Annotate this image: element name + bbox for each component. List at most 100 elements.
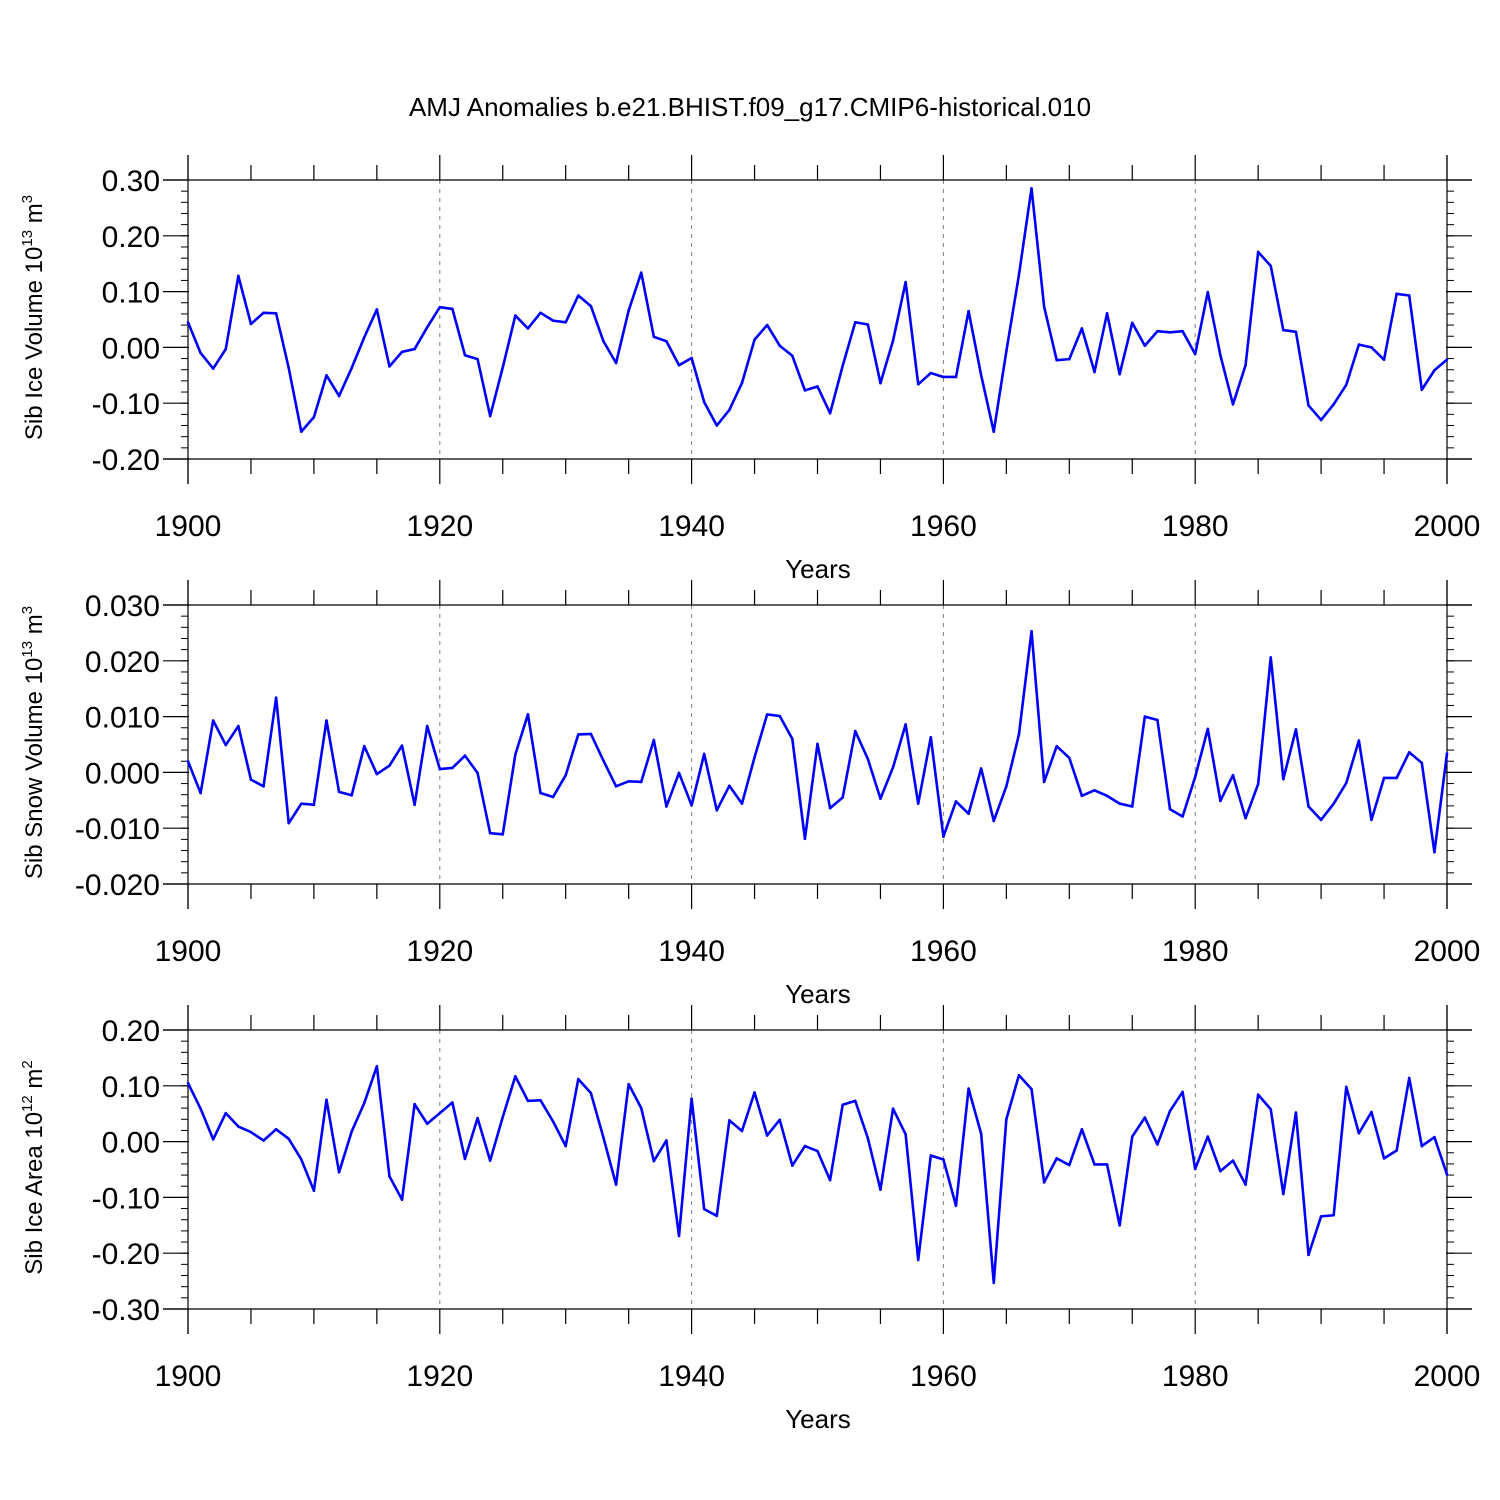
data-point <box>488 414 492 418</box>
data-point <box>1017 273 1021 277</box>
data-point <box>1319 818 1323 822</box>
data-point <box>1143 1116 1147 1119</box>
data-point <box>224 347 228 351</box>
x-tick-label: 2000 <box>1414 935 1481 968</box>
data-point <box>740 381 744 385</box>
data-point <box>1168 331 1172 334</box>
data-point <box>551 795 555 799</box>
data-point <box>1357 343 1361 346</box>
data-point <box>388 764 391 768</box>
data-point <box>362 1101 366 1105</box>
data-point <box>1395 1149 1398 1152</box>
data-point <box>728 1119 731 1122</box>
data-point <box>438 305 442 309</box>
data-point <box>1382 1157 1386 1160</box>
data-point <box>954 1204 958 1208</box>
data-point <box>841 796 844 799</box>
data-point <box>791 737 794 741</box>
y-tick-label: -0.20 <box>92 444 160 477</box>
data-point <box>287 1137 291 1141</box>
data-point <box>904 1133 907 1136</box>
data-point <box>1118 372 1121 376</box>
data-point <box>1370 818 1373 822</box>
data-point <box>791 354 794 358</box>
data-point <box>1433 1135 1436 1139</box>
data-point <box>564 320 567 324</box>
data-point <box>300 430 303 433</box>
data-point <box>1193 1167 1197 1171</box>
data-point <box>224 1111 228 1115</box>
data-point <box>1269 1107 1273 1111</box>
data-point <box>891 339 895 343</box>
data-point <box>564 773 567 777</box>
data-point <box>753 1091 756 1094</box>
data-point <box>1269 264 1273 268</box>
y-tick-label: -0.020 <box>75 869 160 902</box>
panel-3: -0.30 -0.20 -0.10 0.00 0.10 0.20 1900 1920 1940 1… <box>19 1005 1480 1434</box>
data-point <box>514 753 517 756</box>
data-point <box>501 833 505 836</box>
data-point <box>262 785 265 788</box>
data-point <box>1357 739 1361 742</box>
data-point <box>1382 358 1386 361</box>
y-tick-label: 0.010 <box>85 702 160 735</box>
data-point <box>1269 656 1273 659</box>
data-point <box>1080 327 1084 330</box>
data-point <box>765 713 769 716</box>
y-tick-label: -0.20 <box>92 1238 160 1271</box>
data-point <box>1156 329 1159 333</box>
y-tick-label: 0.020 <box>85 646 160 679</box>
data-point <box>1332 1213 1335 1217</box>
data-point <box>514 314 517 317</box>
data-point <box>425 724 429 728</box>
data-point <box>400 350 404 354</box>
data-point <box>388 365 391 368</box>
data-point <box>199 791 202 795</box>
data-point <box>312 803 316 807</box>
data-point <box>1433 850 1436 854</box>
data-point <box>1055 1157 1059 1160</box>
data-point <box>1382 776 1386 780</box>
data-point <box>249 322 253 326</box>
data-point <box>602 1136 605 1139</box>
data-point <box>551 319 555 322</box>
data-point <box>916 802 920 805</box>
data-point <box>1143 344 1147 348</box>
data-point <box>841 364 844 368</box>
data-point <box>1068 756 1071 760</box>
data-point <box>979 767 983 770</box>
data-point <box>702 400 706 404</box>
y-tick-label: -0.10 <box>92 388 160 421</box>
data-point <box>841 1103 844 1107</box>
data-point <box>476 1116 479 1120</box>
data-point <box>451 766 454 770</box>
data-point <box>1307 1253 1310 1257</box>
data-point <box>199 1107 202 1110</box>
data-point <box>325 719 328 722</box>
data-point <box>211 1138 215 1141</box>
data-point <box>853 320 857 324</box>
data-point <box>652 738 656 742</box>
y-tick-label: 0.000 <box>85 757 160 790</box>
data-point <box>576 1077 580 1081</box>
data-point <box>665 1139 668 1142</box>
data-point <box>967 1087 970 1090</box>
y-tick-label: 0.20 <box>102 1015 160 1048</box>
data-point <box>652 1159 656 1163</box>
data-point <box>337 394 341 398</box>
data-point <box>1093 370 1096 374</box>
data-point <box>879 1188 882 1191</box>
data-point <box>1181 1090 1184 1094</box>
data-point <box>1181 815 1184 818</box>
data-point <box>1193 352 1197 356</box>
data-point <box>1130 1135 1134 1138</box>
data-point <box>1130 321 1134 325</box>
data-point <box>1344 1085 1348 1089</box>
data-point <box>274 312 278 315</box>
data-point <box>1105 794 1109 798</box>
data-point <box>816 1149 819 1153</box>
data-point <box>1445 1173 1449 1176</box>
data-point <box>1130 805 1134 808</box>
data-point <box>1282 777 1285 781</box>
data-point <box>765 1134 769 1137</box>
